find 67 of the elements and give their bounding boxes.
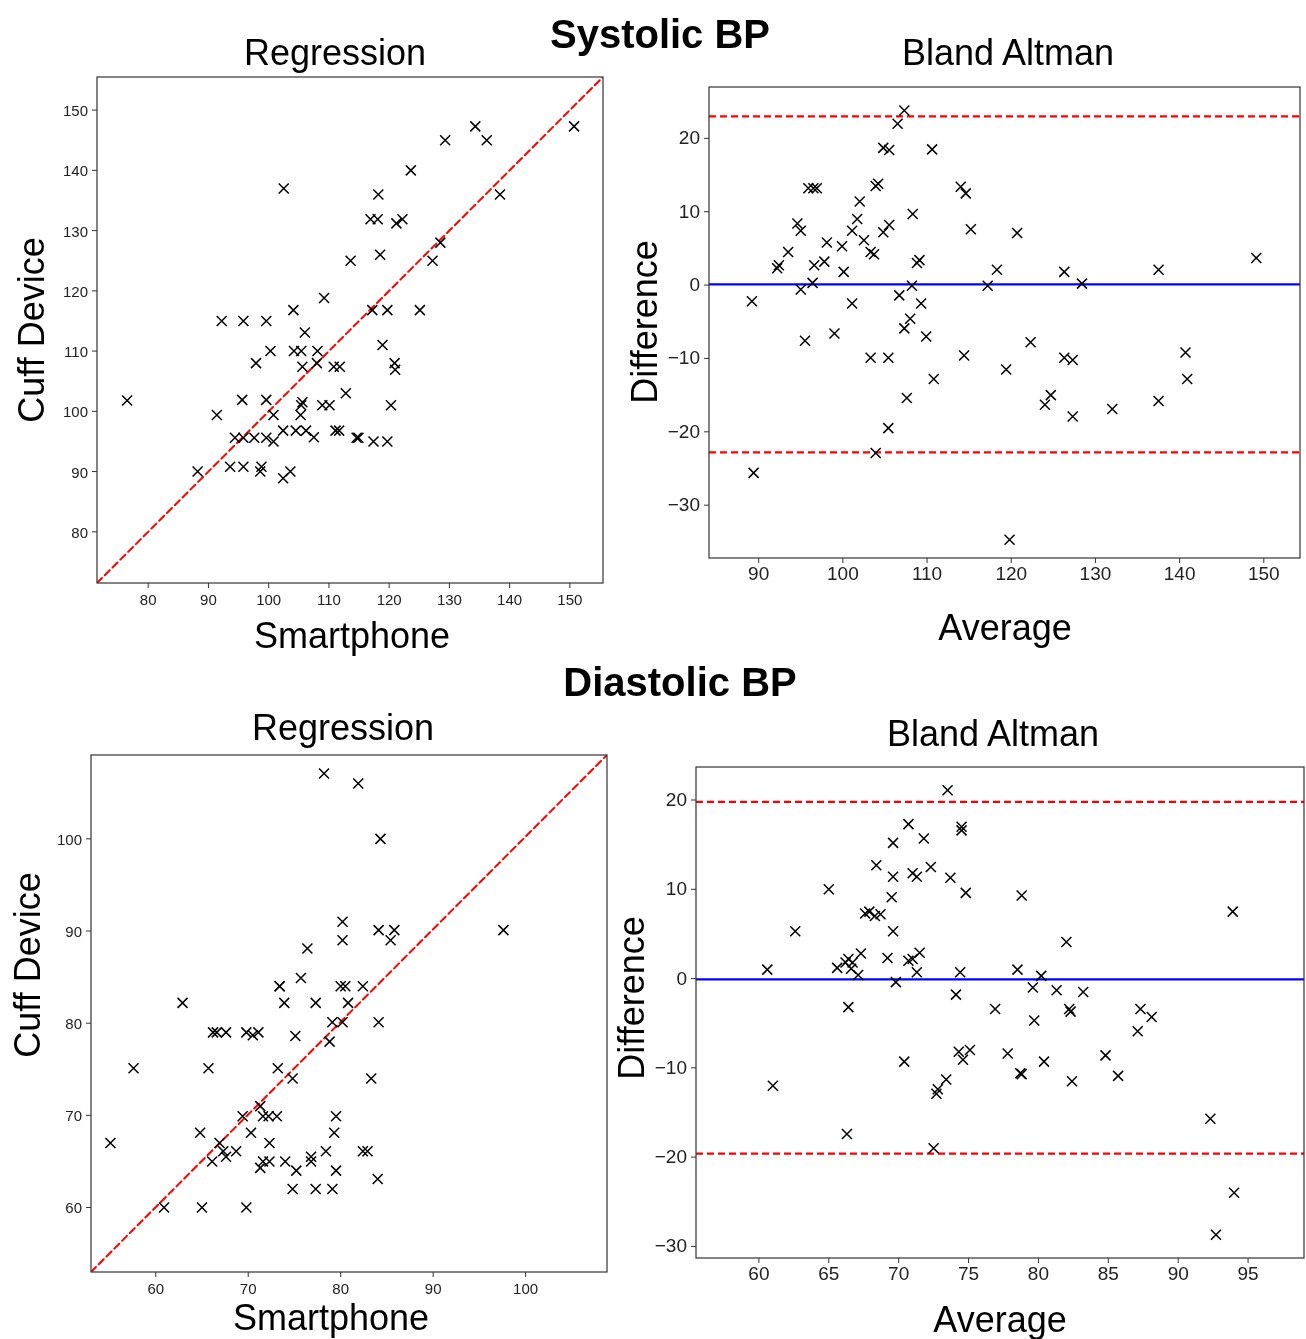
x-tick-label: 85	[1097, 1263, 1119, 1284]
y-axis-title: Difference	[611, 916, 652, 1080]
x-axis-title: Average	[933, 1299, 1067, 1339]
y-tick-label: 70	[65, 1107, 82, 1125]
x-tick-label: 150	[1247, 563, 1280, 584]
y-tick-label: −10	[654, 1056, 687, 1078]
x-tick-label: 100	[513, 1280, 539, 1297]
y-tick-label: 100	[56, 830, 82, 848]
y-tick-label: 80	[71, 523, 88, 541]
x-tick-label: 140	[497, 591, 523, 608]
x-tick-label: 120	[995, 563, 1028, 584]
y-tick-label: 100	[62, 403, 88, 421]
x-tick-label: 90	[1167, 1263, 1189, 1284]
y-tick-label: 90	[65, 923, 82, 941]
x-tick-label: 70	[888, 1263, 910, 1284]
x-tick-label: 130	[436, 591, 462, 608]
x-tick-label: 100	[256, 591, 282, 608]
chart-title: Bland Altman	[886, 713, 1100, 754]
y-tick-label: 90	[71, 463, 88, 481]
x-tick-label: 120	[376, 591, 402, 608]
x-axis-title: Smartphone	[232, 1297, 430, 1338]
text: Systolic BP	[549, 12, 771, 56]
y-tick-label: 10	[678, 200, 700, 222]
x-tick-label: 80	[1027, 1263, 1050, 1284]
x-tick-label: 150	[557, 591, 583, 608]
chart-title: Regression	[243, 32, 427, 73]
x-tick-label: 130	[1079, 563, 1112, 584]
y-tick-label: 140	[62, 162, 88, 180]
y-tick-label: 80	[65, 1015, 82, 1033]
x-tick-label: 90	[748, 563, 770, 584]
x-tick-label: 60	[147, 1280, 165, 1297]
y-tick-label: 0	[689, 274, 700, 296]
y-tick-label: −10	[667, 347, 700, 369]
x-tick-label: 140	[1163, 563, 1196, 584]
y-tick-label: −20	[667, 420, 700, 442]
y-tick-label: 20	[665, 789, 687, 811]
x-tick-label: 100	[827, 563, 859, 584]
y-tick-label: 60	[65, 1199, 82, 1217]
y-axis-title: Difference	[624, 240, 665, 404]
x-tick-label: 80	[139, 591, 157, 608]
x-tick-label: 70	[239, 1280, 257, 1297]
x-axis-title: Average	[938, 607, 1072, 648]
y-tick-label: 110	[64, 343, 88, 361]
y-tick-label: 10	[665, 878, 687, 900]
y-tick-label: −30	[667, 494, 700, 516]
chart-title: Bland Altman	[901, 32, 1115, 73]
x-tick-label: 80	[332, 1280, 350, 1297]
y-tick-label: −20	[654, 1146, 687, 1168]
x-tick-label: 90	[200, 591, 217, 608]
x-tick-label: 60	[748, 1263, 770, 1284]
text: Diastolic BP	[563, 660, 797, 704]
x-tick-label: 110	[316, 591, 341, 608]
x-tick-label: 65	[818, 1263, 840, 1284]
x-axis-title: Smartphone	[253, 615, 451, 656]
y-tick-label: −30	[654, 1235, 687, 1257]
y-axis-title: Cuff Device	[7, 872, 48, 1058]
y-axis-title: Cuff Device	[11, 237, 52, 423]
y-tick-label: 130	[62, 222, 88, 240]
y-tick-label: 20	[678, 127, 700, 149]
y-tick-label: 150	[62, 102, 88, 120]
x-tick-label: 90	[424, 1280, 442, 1297]
y-tick-label: 120	[62, 282, 88, 300]
chart-title: Regression	[251, 707, 435, 748]
y-tick-label: 0	[676, 967, 687, 989]
x-tick-label: 75	[957, 1263, 980, 1284]
x-tick-label: 95	[1237, 1263, 1259, 1284]
x-tick-label: 110	[911, 563, 943, 584]
